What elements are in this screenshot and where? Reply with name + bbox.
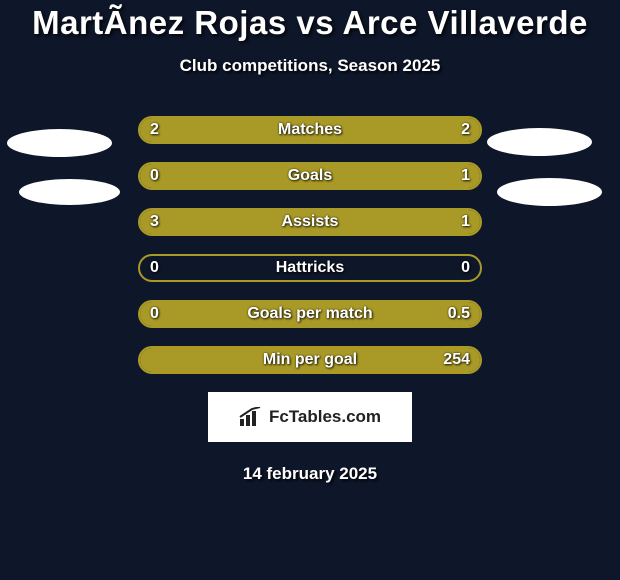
stat-label: Hattricks: [140, 256, 480, 280]
stat-label: Matches: [140, 118, 480, 142]
date-label: 14 february 2025: [0, 464, 620, 484]
stat-row: 254Min per goal: [138, 346, 482, 374]
player-oval-left-1: [7, 129, 112, 157]
player-oval-left-2: [19, 179, 120, 205]
source-badge: FcTables.com: [208, 392, 412, 442]
source-badge-text: FcTables.com: [269, 407, 381, 427]
stat-row: 22Matches: [138, 116, 482, 144]
stat-row: 31Assists: [138, 208, 482, 236]
stat-row: 01Goals: [138, 162, 482, 190]
comparison-chart: 22Matches 01Goals 31Assists 00Hattricks 00.5…: [0, 116, 620, 484]
stat-label: Goals per match: [140, 302, 480, 326]
player-oval-right-2: [497, 178, 602, 206]
stat-row: 00Hattricks: [138, 254, 482, 282]
chart-icon: [239, 407, 263, 427]
stat-row: 00.5Goals per match: [138, 300, 482, 328]
stat-label: Min per goal: [140, 348, 480, 372]
page-title: MartÃnez Rojas vs Arce Villaverde: [0, 4, 620, 42]
player-oval-right-1: [487, 128, 592, 156]
stat-label: Goals: [140, 164, 480, 188]
stat-label: Assists: [140, 210, 480, 234]
subtitle: Club competitions, Season 2025: [0, 56, 620, 76]
